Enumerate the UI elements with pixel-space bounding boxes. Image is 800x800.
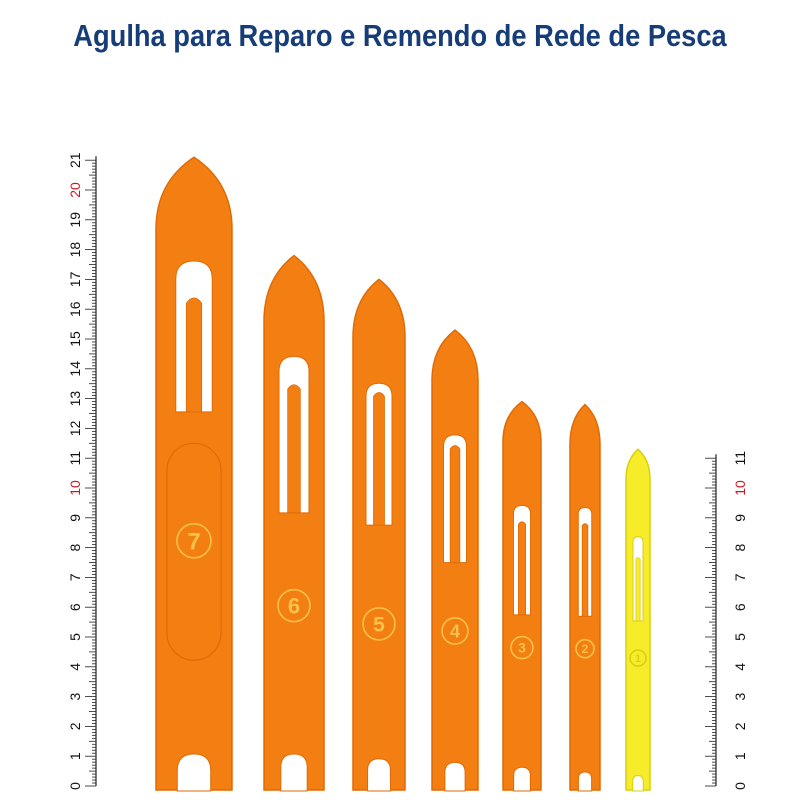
ruler-label: 4 <box>67 663 83 671</box>
needle-notch <box>367 758 391 792</box>
needle-grip-oval <box>166 442 222 661</box>
ruler-label: 2 <box>67 722 83 730</box>
ruler-label: 5 <box>67 633 83 641</box>
needle-number: 1 <box>635 653 641 665</box>
ruler-label: 12 <box>67 420 83 436</box>
needle-number-circle <box>510 635 534 660</box>
ruler-label: 0 <box>732 782 748 790</box>
right-ruler: 0 1 2 3 4 5 6 7 8 9 10 11 <box>705 451 748 790</box>
ruler-label: 13 <box>67 391 83 407</box>
needle-2: 2 <box>569 403 601 792</box>
needle-1: 1 <box>625 448 651 792</box>
needle-number-circle <box>277 588 311 623</box>
ruler-label: 8 <box>67 543 83 551</box>
ruler-label: 18 <box>67 242 83 258</box>
needle-tongue <box>449 445 461 563</box>
needle-number: 7 <box>187 528 200 555</box>
ruler-label: 11 <box>732 451 748 466</box>
needle-tongue <box>373 392 385 526</box>
needle-notch <box>577 771 593 792</box>
needle-notch <box>176 753 212 792</box>
ruler-label: 5 <box>732 633 748 641</box>
ruler-label: 17 <box>67 271 83 287</box>
ruler-label: 2 <box>732 722 748 730</box>
needle-tongue <box>581 523 589 617</box>
needle-body <box>263 254 325 791</box>
needle-body <box>352 278 406 791</box>
needle-number-circle <box>629 649 647 667</box>
needle-body <box>155 156 233 791</box>
needle-number: 5 <box>373 613 385 636</box>
needle-number: 6 <box>288 594 300 619</box>
needle-tongue <box>185 297 203 413</box>
ruler-label: 3 <box>732 692 748 700</box>
ruler-label: 1 <box>732 752 748 760</box>
ruler-label: 4 <box>732 663 748 671</box>
ruler-label: 6 <box>732 603 748 611</box>
needle-tongue <box>635 557 641 622</box>
ruler-label: 21 <box>67 152 83 168</box>
needle-notch <box>444 761 466 792</box>
needle-6: 6 <box>263 254 325 792</box>
ruler-label: 1 <box>67 752 83 760</box>
needle-7: 7 <box>155 156 233 792</box>
needle-4: 4 <box>431 329 479 792</box>
needle-5: 5 <box>352 278 406 792</box>
ruler-label: 7 <box>67 573 83 581</box>
needle-number-circle <box>441 617 469 645</box>
needle-number-circle <box>575 638 595 659</box>
ruler-label: 0 <box>67 782 83 790</box>
ruler-label: 19 <box>67 212 83 228</box>
ruler-label: 7 <box>732 573 748 581</box>
needle-number-circle <box>362 607 396 641</box>
ruler-label: 3 <box>67 692 83 700</box>
needle-3: 3 <box>502 400 542 792</box>
needle-number: 3 <box>518 640 526 656</box>
needle-notch <box>513 766 531 792</box>
ruler-label: 16 <box>67 301 83 317</box>
needle-tongue <box>518 521 526 616</box>
needle-number: 4 <box>450 621 460 641</box>
needle-number: 2 <box>582 642 589 656</box>
ruler-label: 6 <box>67 603 83 611</box>
ruler-label: 9 <box>67 514 83 522</box>
ruler-label: 10 <box>732 480 748 496</box>
needle-notch <box>280 753 308 792</box>
ruler-label: 11 <box>67 451 83 466</box>
ruler-label: 14 <box>67 361 83 377</box>
needle-number-circle <box>176 522 212 559</box>
ruler-label: 15 <box>67 331 83 347</box>
needles-group: 7 6 5 4 3 2 1 <box>155 156 651 792</box>
needle-notch <box>632 775 644 792</box>
ruler-label: 9 <box>732 514 748 522</box>
page-title: Agulha para Reparo e Remendo de Rede de … <box>73 18 727 53</box>
ruler-label: 10 <box>67 480 83 496</box>
needle-tongue <box>287 384 301 514</box>
ruler-label: 20 <box>67 182 83 198</box>
ruler-label: 8 <box>732 543 748 551</box>
